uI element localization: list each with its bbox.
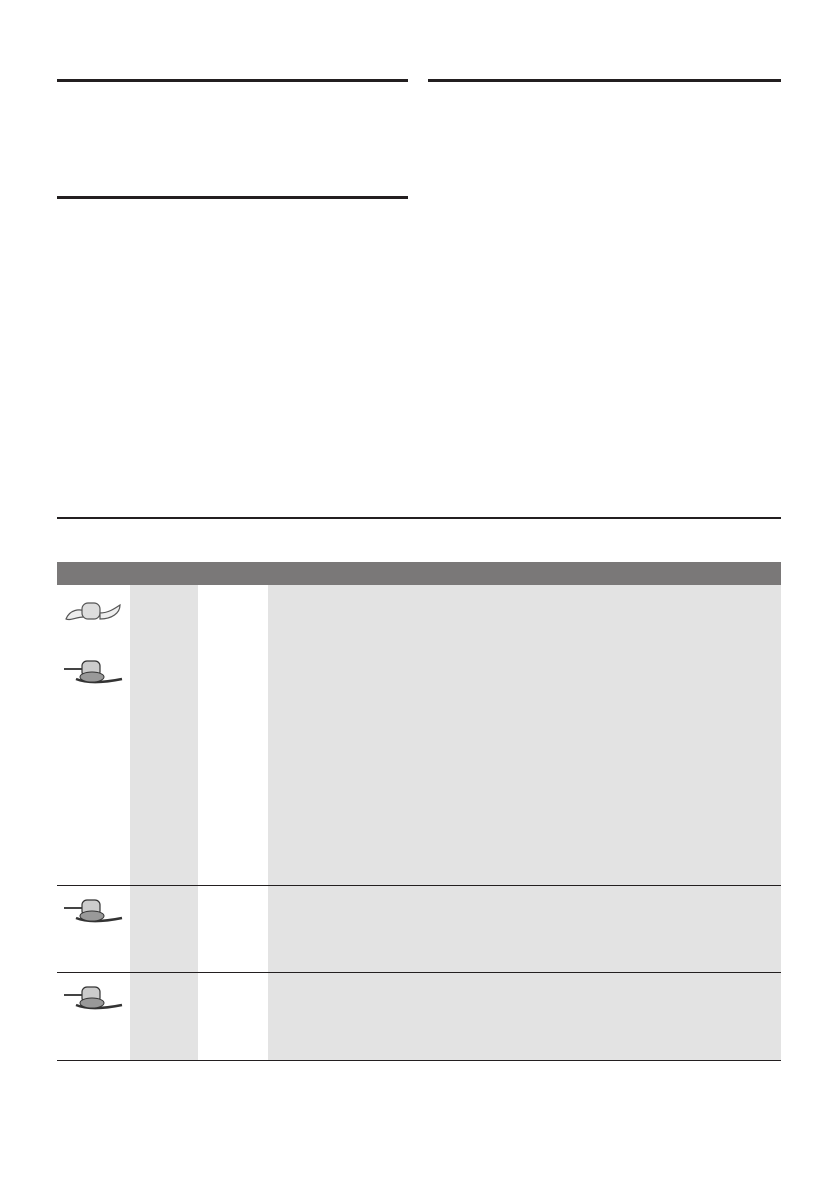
table-row [57,886,781,973]
chopping-blade-icon [64,899,123,923]
section-rule-right-top [428,79,781,82]
table-row [57,973,781,1061]
shaded-cell [268,585,781,886]
table-header [57,562,781,585]
shaded-cell [268,973,781,1061]
chopping-blade-icon [64,986,123,1010]
cell [198,886,266,973]
section-rule-full [57,517,781,519]
shaded-cell [130,886,198,973]
row-divider [57,885,781,886]
blade-cell [57,886,130,973]
shaded-cell [268,886,781,973]
cell [198,973,266,1061]
row-divider [57,972,781,973]
section-rule-left-middle [57,196,408,199]
row-divider [57,1060,781,1061]
chopping-blade-icon [64,660,123,684]
shaded-cell [130,973,198,1061]
cell [198,585,266,886]
table-row [57,585,781,886]
section-rule-left-top [57,79,408,82]
dough-blade-icon [65,602,121,621]
blade-cell [57,585,130,886]
shaded-cell [130,585,198,886]
blade-cell [57,973,130,1061]
